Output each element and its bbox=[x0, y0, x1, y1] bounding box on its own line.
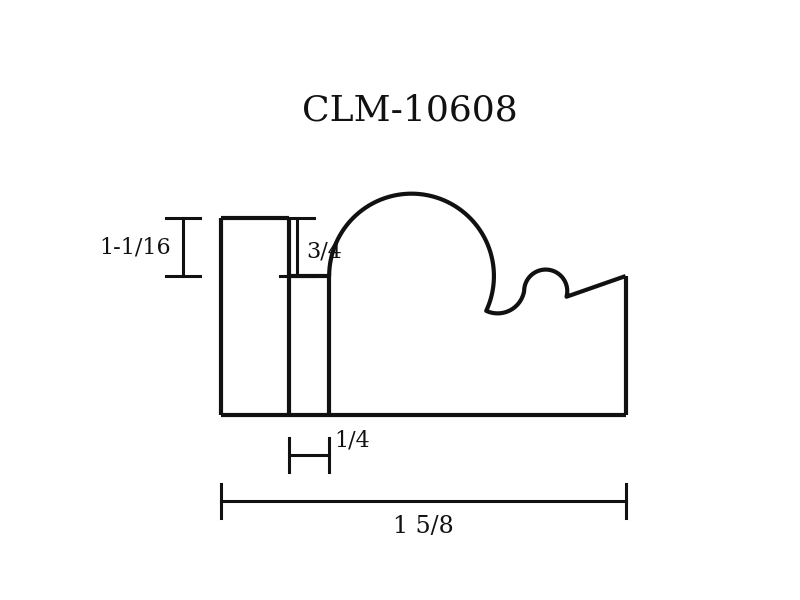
Text: 1 5/8: 1 5/8 bbox=[393, 515, 454, 538]
Text: 1-1/16: 1-1/16 bbox=[99, 236, 171, 258]
Text: 3/4: 3/4 bbox=[306, 240, 342, 262]
Text: 1/4: 1/4 bbox=[334, 430, 370, 452]
Text: CLM-10608: CLM-10608 bbox=[302, 94, 518, 128]
